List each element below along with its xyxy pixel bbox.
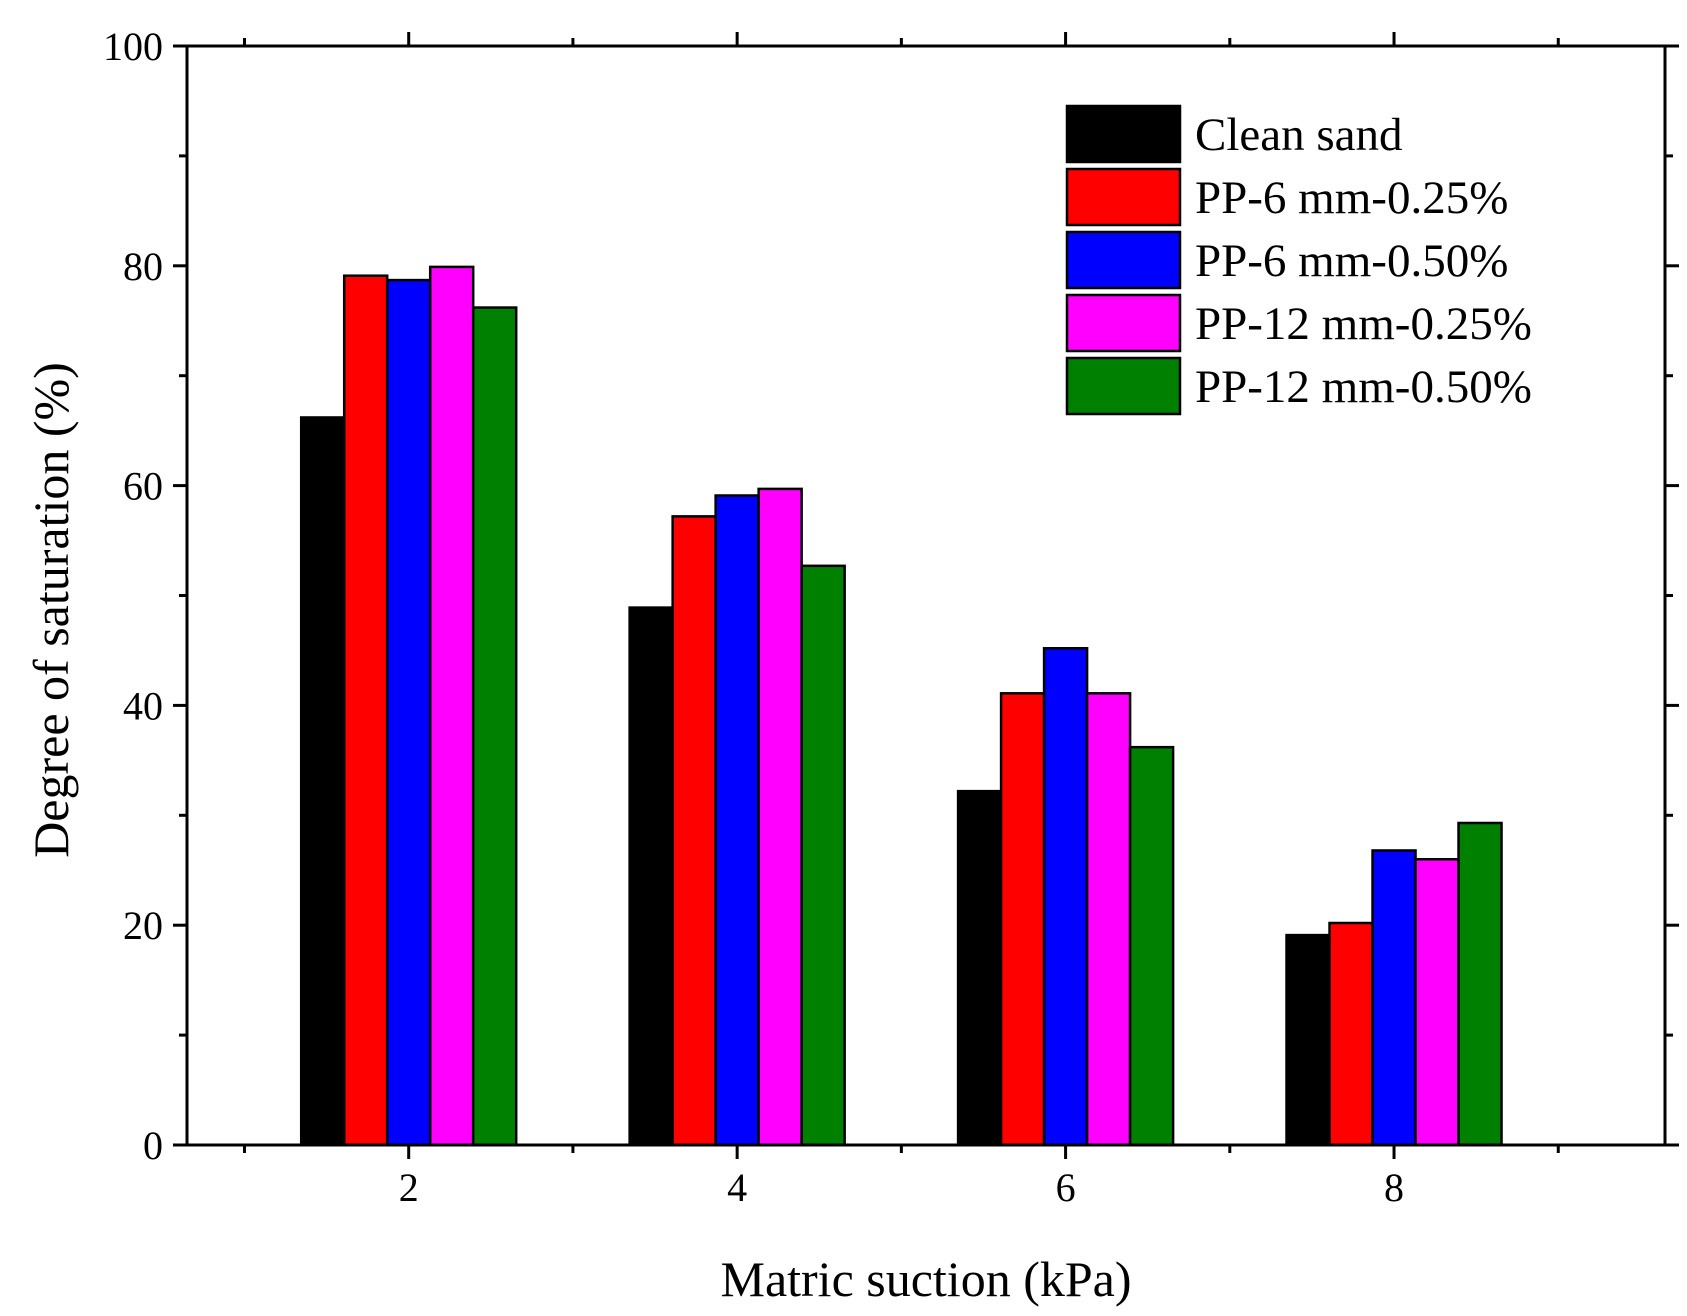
x-tick-label: 4 (727, 1165, 747, 1210)
bar-clean-sand-6 (956, 789, 1003, 1147)
plot-frame (185, 44, 1667, 1147)
legend-label: PP-6 mm-0.50% (1195, 235, 1508, 287)
bar-pp-12-mm-0-25--6 (1085, 692, 1132, 1147)
x-tick-label: 6 (1056, 1165, 1076, 1210)
bar-pp-6-mm-0-50--4 (714, 494, 760, 1147)
legend-label: PP-6 mm-0.25% (1195, 172, 1508, 224)
bar-pp-6-mm-0-25--6 (999, 692, 1046, 1147)
legend-swatch (1065, 230, 1182, 290)
bar-pp-6-mm-0-25--8 (1328, 921, 1374, 1147)
bar-pp-12-mm-0-25--2 (428, 265, 475, 1147)
y-tick-label: 80 (123, 244, 163, 289)
legend-label: PP-12 mm-0.50% (1195, 361, 1532, 413)
bar-pp-6-mm-0-25--4 (671, 515, 717, 1147)
y-tick-label: 60 (123, 464, 163, 509)
bar-pp-6-mm-0-50--6 (1042, 647, 1089, 1147)
x-tick-label: 8 (1384, 1165, 1404, 1210)
x-tick-label: 2 (399, 1165, 419, 1210)
bar-pp-12-mm-0-50--6 (1128, 745, 1175, 1147)
y-tick-label: 20 (123, 903, 163, 948)
bar-clean-sand-8 (1285, 933, 1331, 1147)
bar-clean-sand-2 (299, 416, 346, 1147)
y-axis-title: Degree of saturation (%) (23, 362, 79, 858)
bars-layer (299, 265, 1503, 1147)
legend-label: PP-12 mm-0.25% (1195, 298, 1532, 350)
legend-swatch (1065, 104, 1182, 164)
ticks-layer (173, 32, 1679, 1159)
bar-clean-sand-4 (628, 606, 674, 1147)
legend-swatch (1065, 356, 1182, 416)
legend-swatch (1065, 293, 1182, 353)
bar-pp-12-mm-0-25--4 (757, 487, 803, 1147)
x-axis-title: Matric suction (kPa) (720, 1251, 1131, 1307)
y-tick-label: 100 (103, 24, 163, 69)
bar-pp-6-mm-0-50--8 (1371, 849, 1417, 1147)
bar-pp-12-mm-0-50--8 (1457, 821, 1503, 1147)
x-tick-labels: 2 4 6 8 (399, 1165, 1404, 1210)
y-tick-labels: 0 20 40 60 80 100 (103, 24, 163, 1168)
bar-pp-6-mm-0-50--2 (385, 278, 432, 1147)
legend-label: Clean sand (1195, 109, 1403, 161)
y-tick-label: 0 (143, 1123, 163, 1168)
legend-swatch (1065, 167, 1182, 227)
y-tick-label: 40 (123, 683, 163, 728)
bar-pp-12-mm-0-50--2 (471, 306, 518, 1147)
bar-pp-12-mm-0-25--8 (1414, 858, 1460, 1147)
legend: Clean sand PP-6 mm-0.25% PP-6 mm-0.50% PP-1… (1065, 104, 1532, 416)
bar-pp-6-mm-0-25--2 (342, 274, 389, 1147)
bar-pp-12-mm-0-50--4 (800, 564, 846, 1147)
